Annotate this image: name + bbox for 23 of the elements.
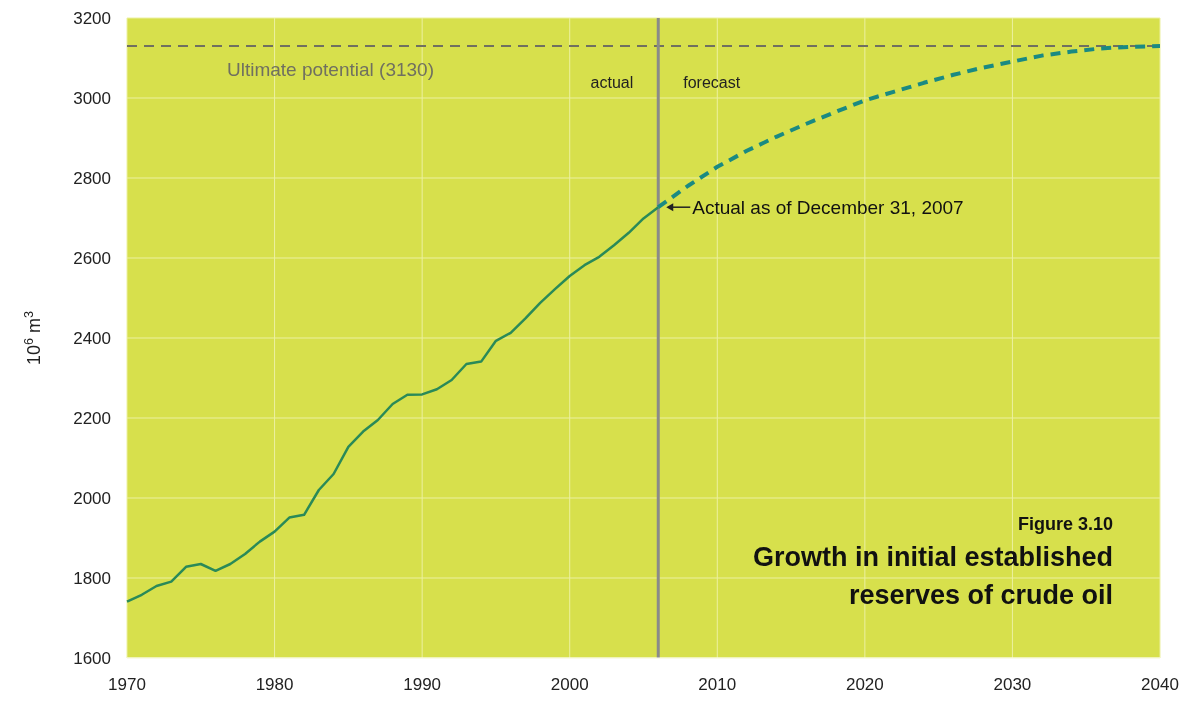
y-tick-label: 3000 — [73, 89, 111, 108]
x-tick-label: 2020 — [845, 675, 884, 694]
y-tick-label: 2800 — [73, 169, 111, 188]
x-tick-label: 2030 — [993, 675, 1032, 694]
annotation: forecast — [683, 74, 741, 91]
x-tick-label: 2040 — [1141, 675, 1179, 694]
x-tick-label: 1980 — [255, 675, 294, 694]
text: Figure 3.10 — [1017, 514, 1113, 534]
x-tick-label: 2010 — [698, 675, 737, 694]
y-tick-label: 1800 — [73, 569, 111, 588]
y-tick-label: 2200 — [73, 409, 111, 428]
y-tick-label: 3200 — [73, 9, 111, 28]
text: Growth in initial established reserves of crude oil — [752, 542, 1113, 610]
annotation: Actual as of December 31, 2007 — [692, 197, 964, 219]
annotation: actual — [590, 74, 634, 91]
y-tick-label: 2600 — [73, 249, 111, 268]
x-tick-label: 2000 — [550, 675, 589, 694]
x-tick-label: 1990 — [403, 675, 442, 694]
y-tick-label: 2400 — [73, 329, 111, 348]
y-tick-label: 2000 — [73, 489, 111, 508]
y-tick-label: 1600 — [73, 649, 111, 668]
line-series — [125, 205, 660, 603]
x-tick-label: 1970 — [108, 675, 146, 694]
